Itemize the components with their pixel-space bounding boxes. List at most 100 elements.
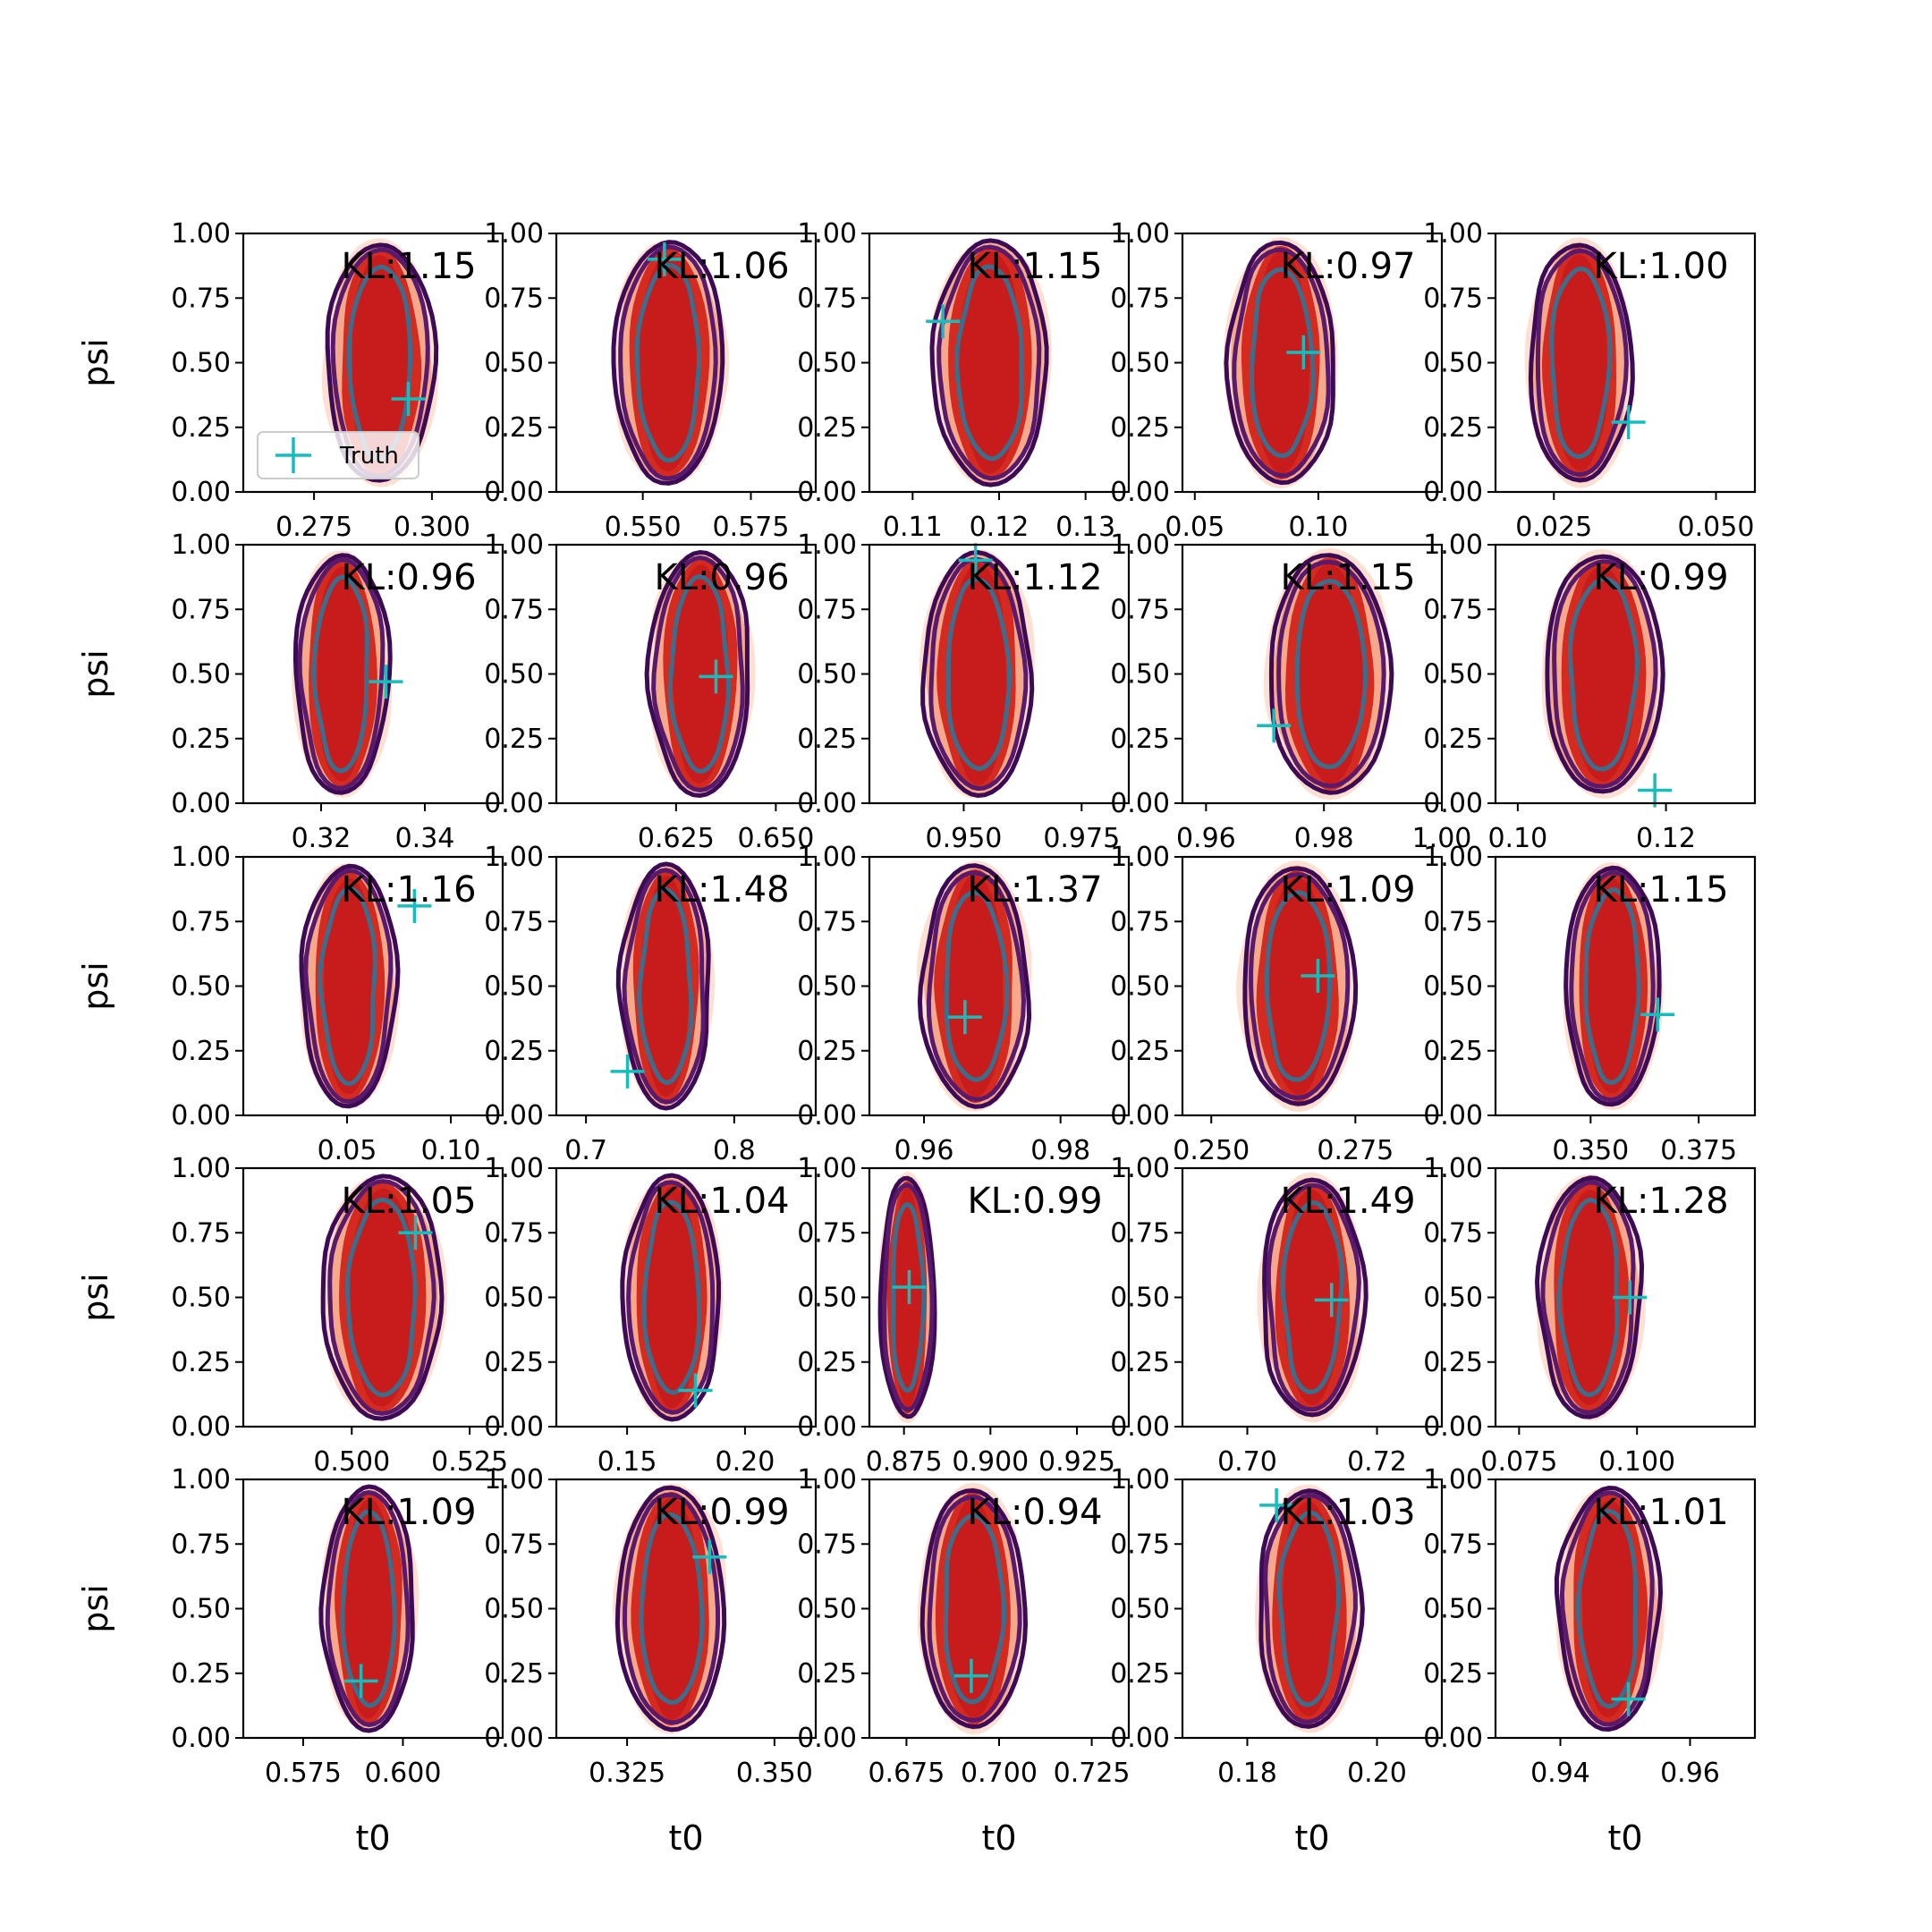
y-tick-label: 1.00: [797, 1153, 857, 1184]
y-tick-label: 0.25: [484, 724, 544, 755]
y-tick-label: 1.00: [484, 530, 544, 561]
truth-marker: [678, 1373, 713, 1408]
y-tick-label: 0.00: [484, 788, 544, 819]
contour-outer: [1258, 1488, 1365, 1729]
y-tick-label: 0.75: [797, 1217, 857, 1249]
truth-marker: [1611, 1682, 1646, 1716]
contour-inner: [954, 264, 1024, 462]
x-tick-label: 0.05: [1165, 512, 1224, 543]
x-tick-label: 0.625: [638, 823, 715, 854]
density-area: [613, 1483, 727, 1734]
x-tick-label: 0.950: [926, 823, 1003, 854]
x-tick-label: 0.050: [1678, 512, 1755, 543]
y-tick-label: 0.00: [171, 1100, 231, 1131]
y-tick-label: 0.75: [797, 1529, 857, 1560]
x-tick-label: 0.725: [1054, 1758, 1131, 1789]
truth-marker: [926, 304, 961, 339]
y-tick-label: 0.00: [1423, 1723, 1483, 1754]
density-fill-core: [671, 564, 728, 784]
density-area: [1563, 861, 1664, 1111]
y-tick-label: 0.25: [1110, 412, 1170, 444]
kl-label: KL:1.05: [341, 1181, 476, 1222]
kl-label: KL:1.04: [654, 1181, 789, 1222]
y-tick-label: 0.50: [797, 348, 857, 379]
density-area: [1263, 547, 1394, 801]
y-tick-label: 0.00: [171, 1411, 231, 1443]
kl-label: KL:1.06: [654, 246, 789, 287]
kl-label: KL:1.09: [341, 1492, 476, 1533]
y-axis-label: psi: [76, 338, 115, 386]
contour-inner: [943, 1513, 1007, 1705]
y-tick-label: 0.00: [1423, 788, 1483, 819]
density-area: [929, 238, 1052, 487]
density-area: [1534, 1174, 1646, 1421]
contour-inner: [1276, 1510, 1342, 1707]
y-tick-label: 0.50: [1110, 1594, 1170, 1625]
panel-r0-c4: 0.00 0.25 0.50 0.75 1.00 0.025 0.050 KL:1.00: [1423, 218, 1757, 543]
x-tick-label: 0.05: [318, 1135, 377, 1166]
density-fill-core: [944, 875, 1004, 1097]
contour-inner: [340, 1509, 397, 1708]
density-fill-core: [640, 875, 691, 1097]
kl-label: KL:0.96: [654, 557, 789, 598]
y-tick-label: 0.00: [797, 1723, 857, 1754]
x-tick-label: 0.925: [1038, 1446, 1115, 1478]
density-area: [292, 550, 393, 798]
kl-label: KL:1.09: [1280, 869, 1415, 911]
contour-mid: [303, 868, 394, 1105]
truth-marker: [1257, 708, 1292, 743]
x-tick-label: 0.025: [1515, 512, 1592, 543]
kl-label: KL:1.03: [1280, 1492, 1415, 1533]
density-fill-core: [1284, 1189, 1342, 1406]
contour-mid: [926, 870, 1027, 1102]
contour-mid: [1559, 1490, 1655, 1727]
contour-mid: [1266, 1182, 1361, 1412]
y-tick-label: 0.00: [484, 1100, 544, 1131]
x-tick-label: 0.875: [866, 1446, 943, 1478]
truth-marker: [1640, 997, 1675, 1032]
panel-r2-c1: 0.00 0.25 0.50 0.75 1.00 0.7 0.8 KL:1.48: [484, 842, 818, 1166]
density-fill-core: [946, 563, 1007, 785]
legend: Truth: [257, 431, 419, 479]
y-tick-label: 0.75: [1110, 1217, 1170, 1249]
density-fill-core: [352, 255, 411, 470]
y-tick-label: 0.50: [1423, 971, 1483, 1003]
legend-label: Truth: [339, 443, 399, 470]
y-tick-label: 0.75: [1110, 283, 1170, 314]
x-tick-label: 0.575: [713, 512, 790, 543]
density-fill-core: [1581, 1500, 1639, 1717]
kl-label: KL:0.97: [1280, 246, 1415, 287]
density-fill-core: [1587, 878, 1640, 1094]
y-tick-label: 0.75: [1110, 594, 1170, 625]
contour-mid: [936, 244, 1042, 481]
density-area: [917, 1482, 1029, 1735]
y-tick-label: 0.25: [797, 1036, 857, 1067]
y-tick-label: 1.00: [484, 842, 544, 873]
y-tick-label: 0.50: [484, 1283, 544, 1314]
y-tick-label: 0.25: [484, 412, 544, 444]
y-tick-label: 1.00: [797, 530, 857, 561]
y-tick-label: 0.25: [1110, 1658, 1170, 1690]
y-tick-label: 0.75: [171, 1529, 231, 1560]
contour-outer: [292, 553, 393, 795]
panel-r0-c2: 0.00 0.25 0.50 0.75 1.00 0.11 0.12 0.13 KL:1.15: [797, 218, 1131, 543]
density-area: [644, 549, 756, 799]
contour-inner: [891, 1201, 927, 1394]
density-area: [1236, 860, 1359, 1113]
y-tick-label: 0.00: [1423, 1411, 1483, 1443]
x-tick-label: 0.32: [292, 823, 352, 854]
kl-label: KL:1.28: [1593, 1181, 1728, 1222]
density-area: [917, 860, 1032, 1112]
x-tick-label: 0.12: [1636, 823, 1696, 854]
x-tick-label: 0.8: [713, 1135, 756, 1166]
kl-label: KL:0.94: [967, 1492, 1102, 1533]
x-tick-label: 0.12: [970, 512, 1030, 543]
y-tick-label: 0.50: [171, 659, 231, 691]
truth-marker: [647, 242, 682, 276]
density-area: [620, 1173, 724, 1422]
panel-r0-c1: 0.00 0.25 0.50 0.75 1.00 0.550 0.575 KL:1.06: [484, 218, 818, 543]
density-area: [611, 240, 730, 486]
x-tick-label: 0.525: [431, 1446, 508, 1478]
panel-r4-c3: 0.00 0.25 0.50 0.75 1.00 0.18 0.20 KL:1.03 t0: [1110, 1464, 1444, 1858]
y-tick-label: 1.00: [797, 842, 857, 873]
